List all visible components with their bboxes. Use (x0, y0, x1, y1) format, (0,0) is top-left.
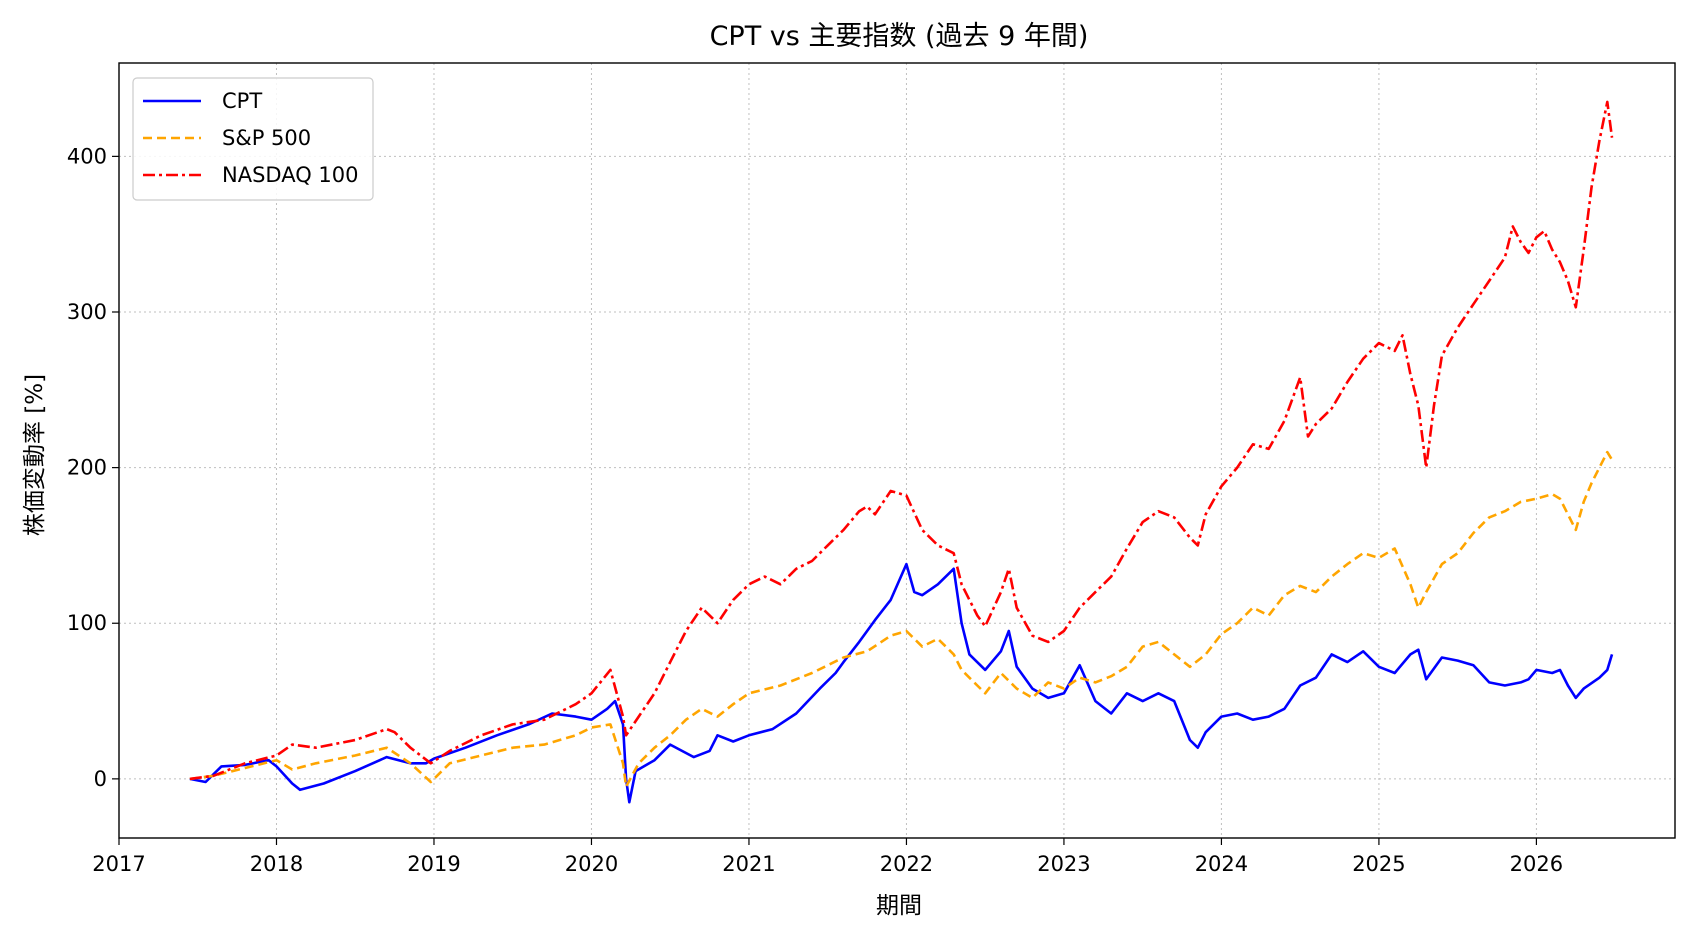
y-tick-label: 100 (67, 611, 107, 635)
legend-label: NASDAQ 100 (222, 163, 359, 187)
grid-layer (118, 63, 1675, 838)
y-tick-label: 200 (67, 456, 107, 480)
plot-frame (118, 62, 1676, 839)
legend-label: CPT (222, 89, 262, 113)
legend-box (132, 77, 374, 201)
series-layer (189, 100, 1614, 804)
x-tick-label: 2026 (1510, 852, 1563, 876)
x-tick-label: 2017 (92, 852, 145, 876)
legend-label: S&P 500 (222, 126, 311, 150)
x-axis-label: 期間 (876, 893, 922, 919)
x-tick-label: 2018 (250, 852, 303, 876)
y-tick-label: 0 (94, 767, 107, 791)
x-tick-label: 2020 (565, 852, 618, 876)
series-line-s-p-500 (189, 450, 1614, 788)
y-axis-label: 株価変動率 [%] (22, 374, 48, 536)
ticks-layer: 2017 2018 2019 2020 2021 2022 2023 2024 2025 2026… (67, 144, 1563, 876)
series-line-nasdaq-100 (189, 100, 1614, 781)
x-tick-label: 2019 (407, 852, 460, 876)
legend: CPT S&P 500 NASDAQ 100 (132, 77, 374, 201)
x-tick-label: 2022 (880, 852, 933, 876)
x-tick-label: 2023 (1037, 852, 1090, 876)
y-tick-label: 300 (67, 300, 107, 324)
series-line-cpt (189, 562, 1614, 804)
x-tick-label: 2024 (1195, 852, 1248, 876)
y-tick-label: 400 (67, 144, 107, 168)
x-tick-label: 2021 (722, 852, 775, 876)
x-tick-label: 2025 (1352, 852, 1405, 876)
chart-title: CPT vs 主要指数 (過去 9 年間) (710, 21, 1089, 52)
